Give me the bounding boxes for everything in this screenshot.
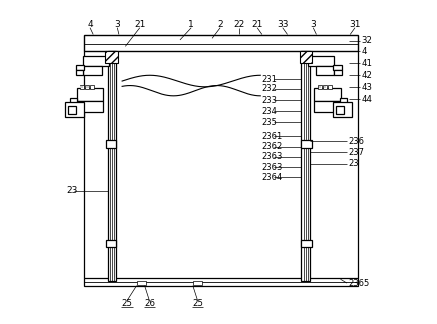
Bar: [85, 85, 89, 89]
Text: 236: 236: [349, 137, 364, 145]
Text: 25: 25: [121, 299, 132, 308]
Bar: [106, 240, 116, 247]
Bar: [83, 35, 358, 51]
Bar: [314, 88, 340, 101]
Bar: [333, 102, 352, 117]
Bar: [137, 281, 146, 285]
Bar: [336, 106, 344, 114]
Bar: [340, 98, 347, 107]
Bar: [323, 85, 327, 89]
Bar: [105, 51, 118, 63]
Bar: [308, 56, 334, 66]
Bar: [83, 56, 109, 66]
Bar: [106, 141, 116, 147]
Text: 21: 21: [251, 20, 263, 29]
Bar: [86, 86, 89, 88]
Bar: [318, 85, 322, 89]
Text: 237: 237: [349, 148, 364, 157]
Bar: [314, 101, 340, 112]
Text: 21: 21: [134, 20, 146, 29]
Text: 233: 233: [262, 96, 278, 105]
Bar: [68, 106, 76, 114]
Text: 26: 26: [144, 299, 155, 308]
Text: 25: 25: [192, 299, 203, 308]
Bar: [334, 70, 342, 75]
Text: 2362: 2362: [262, 142, 283, 151]
Bar: [65, 102, 83, 117]
Bar: [90, 85, 94, 89]
Text: 42: 42: [361, 71, 372, 80]
Bar: [302, 141, 312, 147]
Bar: [80, 86, 83, 88]
Text: 22: 22: [234, 20, 245, 29]
Text: 43: 43: [361, 83, 372, 92]
Text: 3: 3: [310, 20, 316, 29]
Text: 4: 4: [87, 20, 93, 29]
Bar: [76, 70, 83, 75]
Bar: [302, 240, 312, 247]
Bar: [80, 85, 83, 89]
Text: 235: 235: [262, 118, 278, 127]
Bar: [76, 88, 103, 101]
Text: 4: 4: [361, 47, 367, 56]
Bar: [302, 51, 310, 281]
Text: 31: 31: [349, 20, 361, 29]
Text: 2361: 2361: [262, 132, 283, 141]
Bar: [333, 65, 342, 70]
Text: 2365: 2365: [349, 279, 370, 288]
Text: 231: 231: [262, 75, 278, 84]
Bar: [328, 85, 332, 89]
Bar: [108, 51, 116, 281]
Text: 2363: 2363: [262, 152, 283, 161]
Text: 44: 44: [361, 95, 372, 104]
Text: 2363: 2363: [262, 163, 283, 172]
Text: 2364: 2364: [262, 173, 283, 182]
Text: 33: 33: [277, 20, 288, 29]
Text: 232: 232: [262, 84, 278, 93]
Bar: [76, 101, 103, 112]
Bar: [323, 86, 326, 88]
Text: 32: 32: [361, 36, 372, 45]
Bar: [83, 66, 101, 75]
Bar: [319, 86, 321, 88]
Bar: [316, 66, 334, 75]
Bar: [70, 98, 77, 107]
Text: 23: 23: [66, 186, 77, 195]
Text: 234: 234: [262, 107, 278, 116]
Text: 1: 1: [188, 20, 194, 29]
Text: 41: 41: [361, 59, 372, 68]
Text: 2: 2: [217, 20, 223, 29]
Bar: [193, 281, 202, 285]
Bar: [76, 65, 83, 70]
Text: 23: 23: [349, 159, 359, 168]
Bar: [83, 278, 358, 286]
Text: 3: 3: [114, 20, 120, 29]
Bar: [300, 51, 312, 63]
